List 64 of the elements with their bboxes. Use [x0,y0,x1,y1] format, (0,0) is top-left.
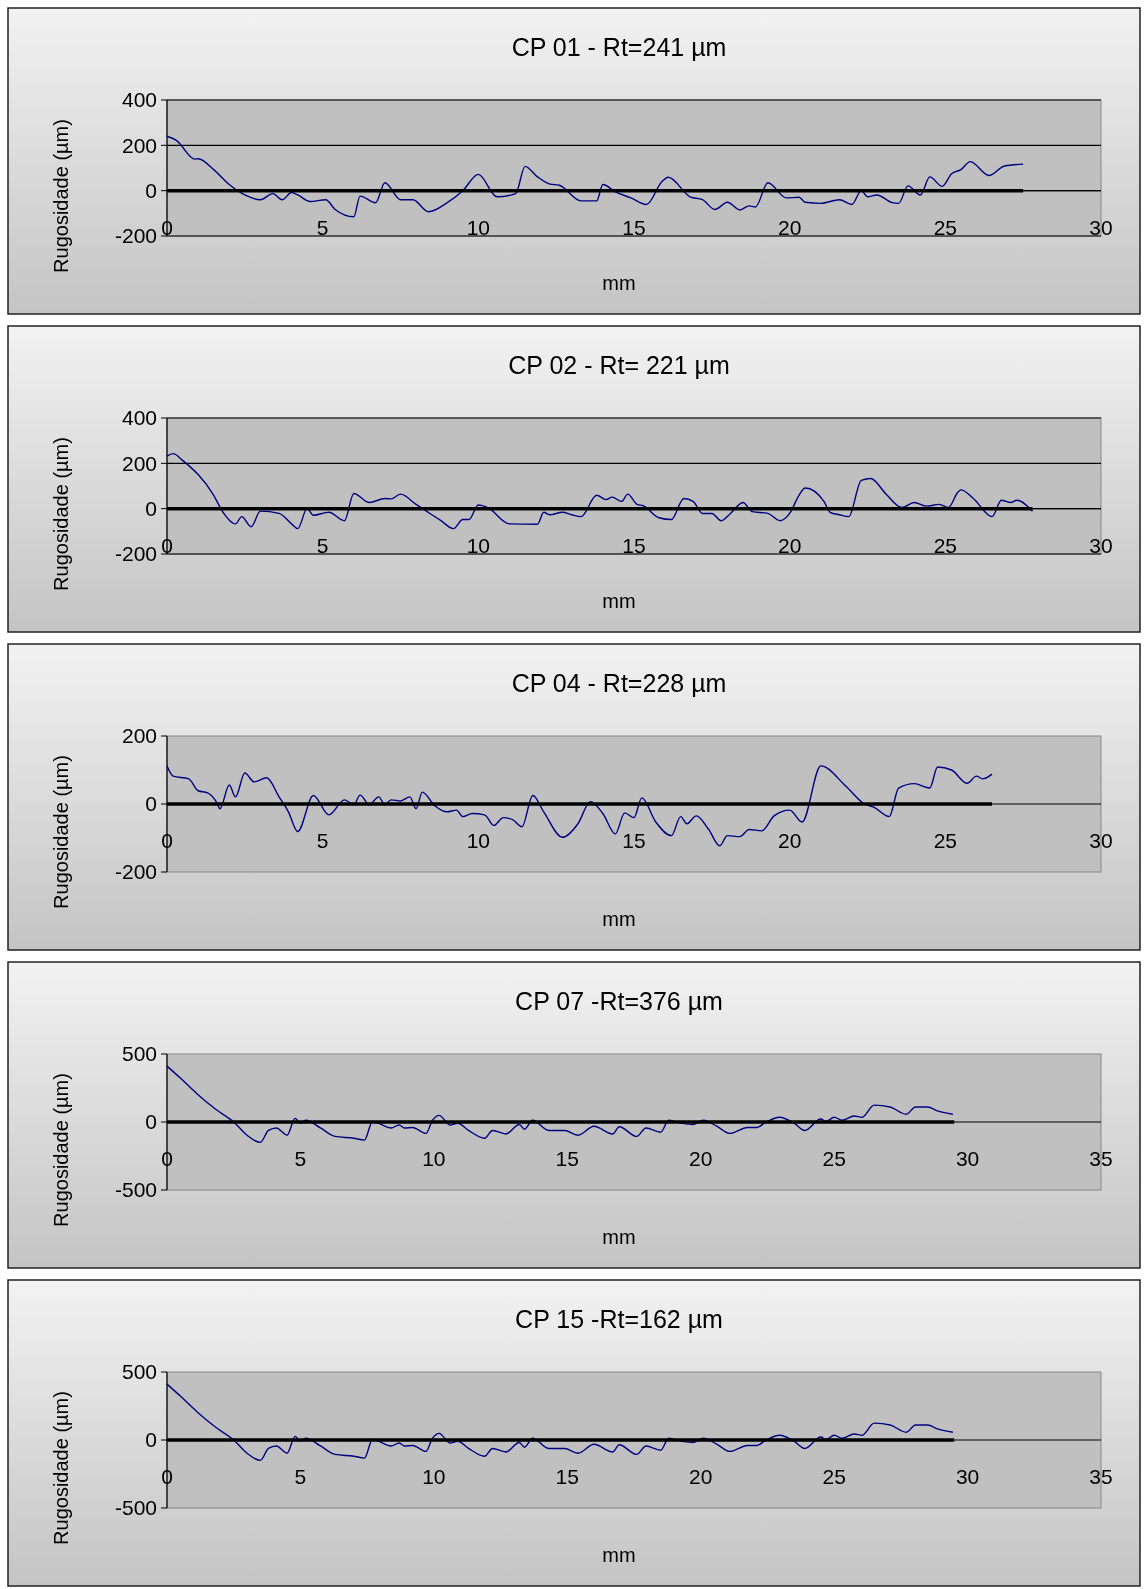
y-axis-title: Rugosidade (µm) [50,119,72,273]
y-tick-label: -500 [114,1178,157,1202]
x-tick-label: 10 [466,215,491,239]
x-axis-title: mm [602,1544,636,1566]
x-tick-label: 25 [933,829,958,852]
x-tick-label: 25 [822,1147,846,1170]
x-tick-label: 10 [422,1465,446,1488]
y-axis-title: Rugosidade (µm) [50,755,72,909]
chart-title: CP 07 -Rt=376 µm [515,987,723,1015]
x-tick-label: 10 [466,829,491,852]
chart-title: CP 02 - Rt= 221 µm [508,351,730,379]
y-tick-label: 0 [145,497,157,521]
x-tick-label: 15 [622,533,646,557]
x-tick-label: 35 [1089,1465,1113,1488]
x-tick-label: 20 [689,1465,713,1488]
y-tick-label: 0 [145,1428,157,1452]
y-tick-label: 0 [145,792,157,816]
x-tick-label: 25 [933,533,958,557]
y-axis-title: Rugosidade (µm) [50,1391,72,1545]
y-tick-label: 400 [121,88,157,112]
x-axis-title: mm [602,1226,636,1248]
x-axis-title: mm [602,272,636,294]
x-tick-label: 5 [316,829,329,852]
x-tick-label: 30 [1089,215,1113,239]
y-axis-title: Rugosidade (µm) [50,1073,72,1227]
x-tick-label: 15 [622,215,646,239]
x-tick-label: 30 [1089,829,1113,852]
x-tick-label: 15 [622,829,646,852]
x-tick-label: 25 [933,215,958,239]
chart-title: CP 01 - Rt=241 µm [511,33,727,61]
x-tick-label: 20 [777,533,802,557]
y-tick-label: -200 [114,224,157,248]
y-tick-label: 200 [121,724,157,748]
y-tick-label: 0 [145,179,157,203]
x-axis-title: mm [602,908,636,930]
x-tick-label: 25 [822,1465,846,1488]
x-tick-label: 20 [689,1147,713,1170]
x-tick-label: 5 [294,1147,307,1170]
x-tick-label: 15 [555,1147,579,1170]
x-tick-label: 30 [955,1147,980,1170]
x-tick-label: 5 [294,1465,307,1488]
x-tick-label: 15 [555,1465,579,1488]
x-tick-label: 30 [1089,533,1113,557]
x-tick-label: 10 [422,1147,446,1170]
y-tick-label: 400 [121,406,157,430]
y-tick-label: 0 [145,1110,157,1134]
y-tick-label: 200 [121,133,157,157]
x-tick-label: 35 [1089,1147,1113,1170]
y-tick-label: 500 [121,1042,157,1066]
y-tick-label: -500 [114,1496,157,1520]
y-tick-label: 200 [121,451,157,475]
y-tick-label: -200 [114,542,157,566]
x-tick-label: 5 [316,215,329,239]
x-tick-label: 20 [777,215,802,239]
y-tick-label: 500 [121,1360,157,1384]
chart-title: CP 15 -Rt=162 µm [515,1305,723,1333]
y-axis-title: Rugosidade (µm) [50,437,72,591]
x-tick-label: 20 [777,829,802,852]
x-tick-label: 5 [316,533,329,557]
x-axis-title: mm [602,590,636,612]
y-tick-label: -200 [114,860,157,884]
x-tick-label: 30 [955,1465,980,1488]
x-tick-label: 10 [466,533,491,557]
chart-title: CP 04 - Rt=228 µm [511,669,727,697]
